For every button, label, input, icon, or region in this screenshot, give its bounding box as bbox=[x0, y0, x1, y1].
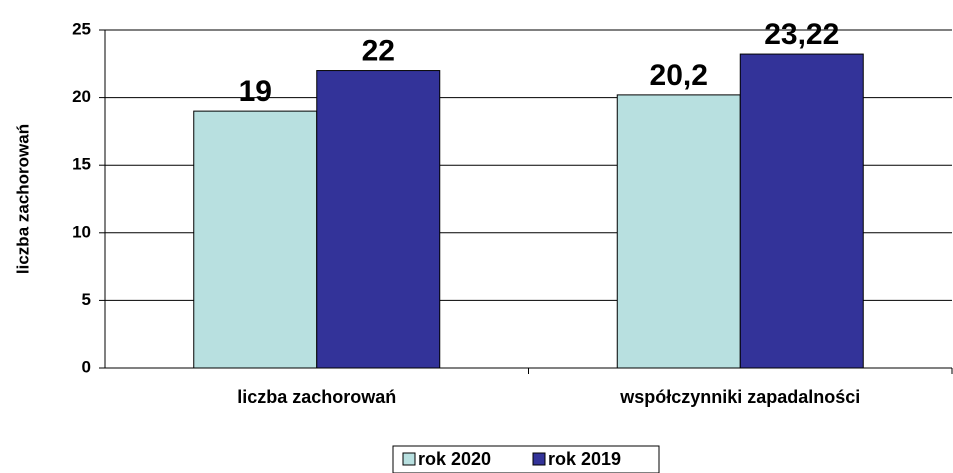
data-label: 23,22 bbox=[764, 18, 839, 51]
y-tick-label: 0 bbox=[82, 357, 91, 376]
legend-label: rok 2020 bbox=[418, 449, 491, 469]
legend-swatch bbox=[402, 452, 416, 466]
bar bbox=[616, 94, 741, 369]
legend-swatch bbox=[532, 452, 546, 466]
y-tick-label: 20 bbox=[72, 87, 91, 106]
bar bbox=[193, 110, 318, 369]
bar bbox=[316, 70, 441, 369]
data-label: 19 bbox=[239, 75, 272, 108]
y-tick-label: 5 bbox=[82, 290, 91, 309]
data-label: 20,2 bbox=[650, 59, 708, 92]
data-label: 22 bbox=[362, 35, 395, 68]
x-tick-label: współczynniki zapadalności bbox=[619, 387, 860, 407]
y-tick-label: 10 bbox=[72, 222, 91, 241]
y-tick-label: 25 bbox=[72, 19, 91, 38]
y-axis-label: liczba zachorowań bbox=[13, 124, 32, 274]
legend-label: rok 2019 bbox=[548, 449, 621, 469]
y-tick-label: 15 bbox=[72, 155, 91, 174]
bar bbox=[739, 53, 864, 369]
legend-box bbox=[392, 445, 660, 473]
x-tick-label: liczba zachorowań bbox=[237, 387, 396, 407]
